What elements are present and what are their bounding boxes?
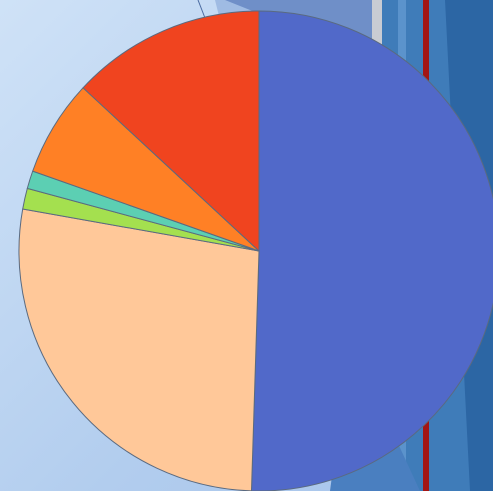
decor-line <box>197 0 206 19</box>
pie-slice-2 <box>18 208 260 491</box>
pie-slice-1 <box>250 10 493 491</box>
pie-slice-6 <box>82 10 260 252</box>
